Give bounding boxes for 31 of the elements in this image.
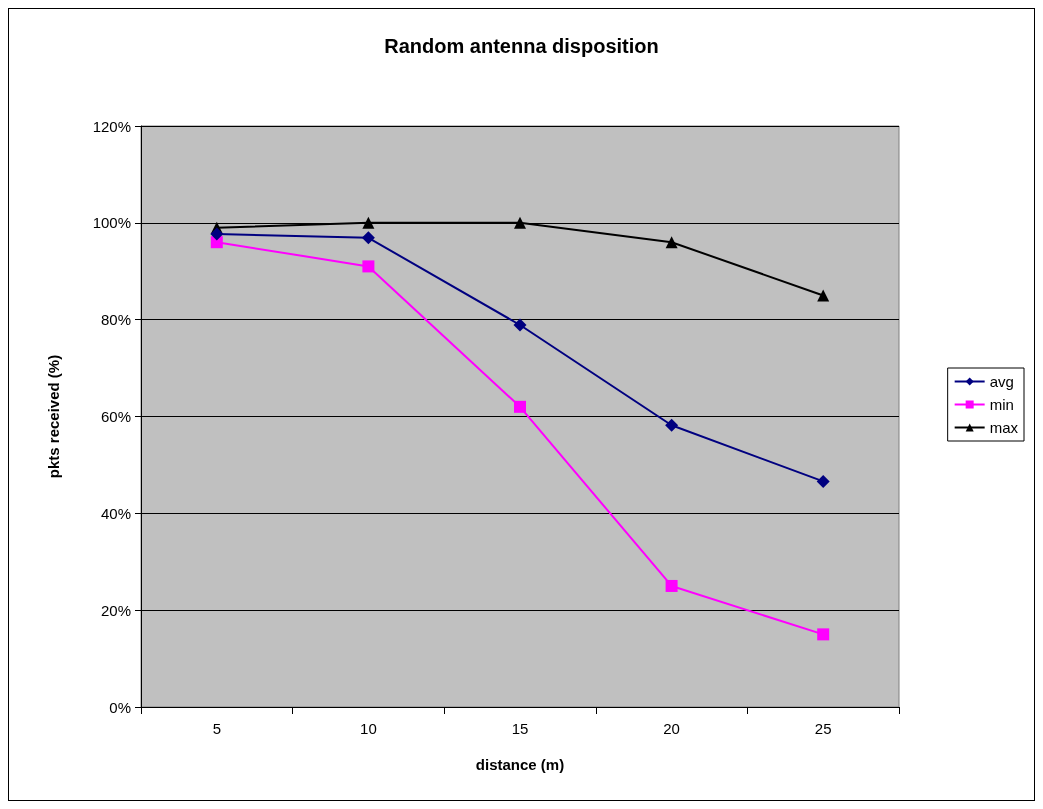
chart-title: Random antenna disposition xyxy=(384,35,659,57)
y-tick-label: 120% xyxy=(92,117,131,135)
y-axis-title: pkts received (%) xyxy=(45,354,62,479)
point xyxy=(361,231,375,245)
point xyxy=(817,289,830,302)
x-tick-label: 15 xyxy=(511,720,529,737)
y-tick-label: 20% xyxy=(100,601,131,619)
x-tick-label: 5 xyxy=(212,720,221,737)
legend-label: avg xyxy=(989,373,1014,390)
x-axis-title: distance (m) xyxy=(475,756,565,773)
point xyxy=(665,418,679,432)
x-tick-label: 10 xyxy=(360,720,377,737)
x-tick-label: 25 xyxy=(814,720,832,737)
point xyxy=(513,318,527,332)
point xyxy=(665,579,678,592)
point xyxy=(514,216,526,229)
y-tick-label: 40% xyxy=(100,504,131,522)
point xyxy=(514,400,526,413)
point xyxy=(817,628,830,641)
point xyxy=(210,227,224,241)
y-tick-label: 100% xyxy=(92,214,131,232)
y-tick-label: 0% xyxy=(109,698,131,716)
point xyxy=(665,236,678,249)
y-tick-label: 60% xyxy=(100,408,131,425)
point xyxy=(362,216,375,229)
y-tick-label: 80% xyxy=(100,311,131,329)
x-tick-label: 20 xyxy=(663,720,680,737)
legend-label: max xyxy=(989,419,1019,436)
point xyxy=(816,474,830,488)
legend-label: min xyxy=(989,396,1014,413)
point xyxy=(362,260,375,273)
